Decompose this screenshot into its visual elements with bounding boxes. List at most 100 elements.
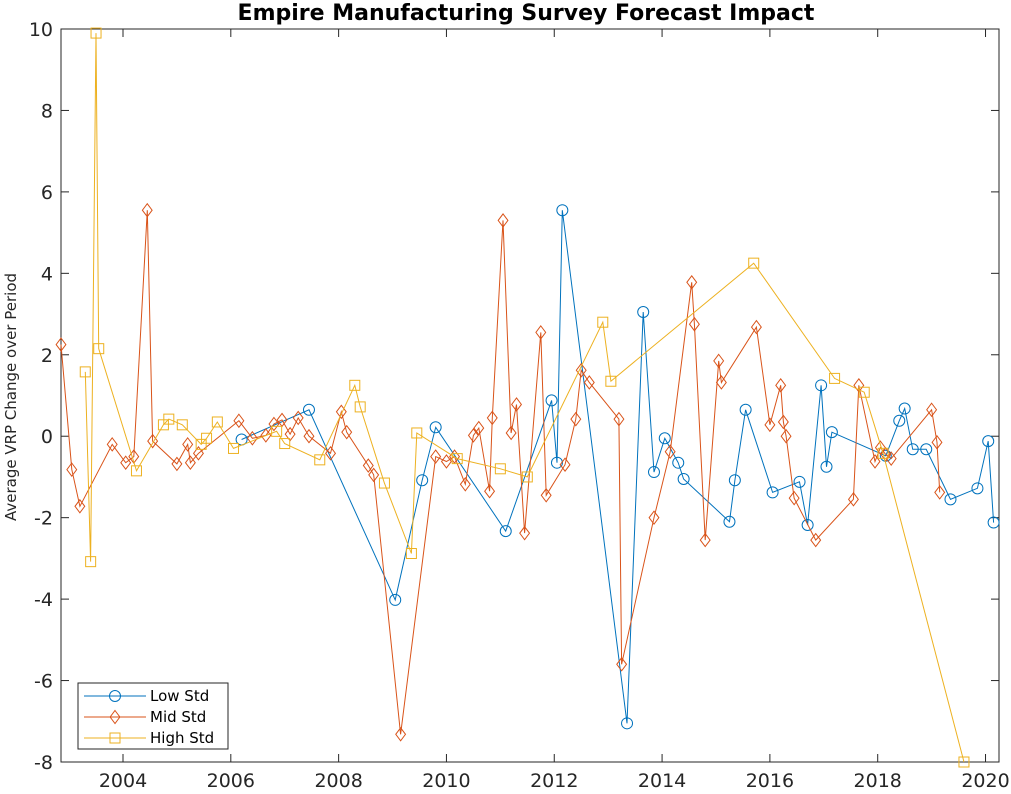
data-point <box>368 467 380 483</box>
data-point <box>780 428 792 444</box>
y-axis-label: Average VRP Change over Period <box>2 273 20 521</box>
x-tick-label: 2020 <box>961 770 1009 792</box>
data-point <box>467 428 479 443</box>
data-point <box>233 413 245 429</box>
data-point <box>958 756 970 768</box>
data-point <box>451 453 463 465</box>
data-point <box>486 410 498 426</box>
data-point <box>825 426 838 439</box>
y-tick-label: 8 <box>41 100 53 122</box>
data-point <box>521 471 533 483</box>
x-tick-label: 2018 <box>854 770 902 792</box>
x-tick-label: 2008 <box>314 770 362 792</box>
data-point <box>944 493 957 506</box>
y-tick-label: -6 <box>34 671 53 693</box>
data-point <box>211 416 223 428</box>
data-point <box>494 463 506 475</box>
data-point <box>648 510 660 526</box>
x-tick-label: 2004 <box>99 770 147 792</box>
data-point <box>858 386 870 398</box>
data-point <box>877 447 889 459</box>
data-point <box>499 525 512 538</box>
data-point <box>66 462 78 477</box>
legend-item: Mid Std <box>84 708 206 726</box>
data-point <box>820 460 833 473</box>
data-point <box>303 428 315 444</box>
data-point <box>246 430 258 446</box>
data-point <box>147 433 159 449</box>
data-point <box>869 454 881 469</box>
data-point <box>292 410 304 426</box>
data-point <box>519 525 531 541</box>
data-point <box>430 449 442 464</box>
data-point <box>739 403 752 416</box>
data-point <box>723 515 736 528</box>
data-point <box>926 402 938 418</box>
data-point <box>511 397 523 412</box>
data-point <box>505 425 517 441</box>
data-point <box>647 466 660 479</box>
data-point <box>748 257 760 269</box>
data-point <box>570 411 582 427</box>
legend: Low Std Mid Std High Std <box>77 682 229 750</box>
data-point <box>934 485 946 500</box>
data-point <box>141 202 153 218</box>
x-tick-label: 2010 <box>422 770 470 792</box>
data-point <box>677 472 690 485</box>
legend-label: High Std <box>150 729 214 747</box>
data-point <box>389 593 402 606</box>
y-tick-label: 2 <box>41 345 53 367</box>
data-point <box>484 483 496 499</box>
data-point <box>201 432 213 444</box>
data-point <box>182 437 194 452</box>
data-point <box>85 556 97 568</box>
data-point <box>540 487 552 503</box>
data-point <box>349 379 361 391</box>
data-point <box>658 432 671 445</box>
data-point <box>411 427 423 439</box>
data-point <box>416 474 429 487</box>
data-point <box>550 456 563 469</box>
data-point <box>314 454 326 466</box>
data-point <box>605 375 617 387</box>
data-point <box>302 403 315 416</box>
data-point <box>354 401 366 413</box>
legend-label: Low Std <box>150 687 209 705</box>
data-point <box>405 548 417 560</box>
series-high-std <box>79 27 970 768</box>
y-tick-label: -8 <box>34 752 53 774</box>
data-point <box>176 419 188 431</box>
data-point <box>93 343 105 355</box>
data-point <box>130 465 142 477</box>
plot-area: 10 8 6 4 2 0 -2 -4 -6 -8 2004 2006 2008 2010 2012 2014 2… <box>29 19 1010 792</box>
axes-box <box>60 28 1000 763</box>
data-point <box>545 394 558 407</box>
y-tick-label: 10 <box>29 19 53 41</box>
data-point <box>815 379 828 392</box>
data-point <box>893 414 906 427</box>
data-point <box>535 325 547 340</box>
data-point <box>686 274 698 290</box>
data-point <box>395 726 407 742</box>
data-point <box>459 476 471 492</box>
data-point <box>750 319 762 335</box>
data-point <box>829 372 841 384</box>
data-point <box>728 474 741 487</box>
data-point <box>74 498 86 514</box>
data-point <box>556 204 569 217</box>
data-point <box>55 337 67 352</box>
data-point <box>987 516 1000 529</box>
data-point <box>775 377 787 393</box>
data-point <box>874 440 886 455</box>
data-point <box>715 375 727 390</box>
data-point <box>898 402 911 415</box>
data-point <box>699 532 711 548</box>
x-tick-label: 2014 <box>638 770 686 792</box>
legend-item: Low Std <box>84 687 209 705</box>
y-tick-label: 4 <box>41 263 53 285</box>
data-point <box>228 442 240 454</box>
data-point <box>920 443 933 456</box>
data-point <box>766 486 779 499</box>
